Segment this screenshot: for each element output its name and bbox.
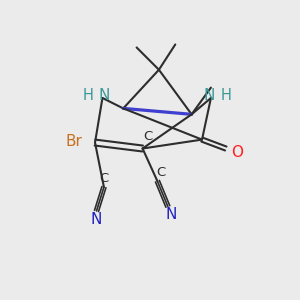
Text: N: N [91, 212, 102, 227]
Text: Br: Br [65, 134, 82, 148]
Text: O: O [231, 145, 243, 160]
Text: H: H [82, 88, 93, 104]
Text: H: H [220, 88, 231, 104]
Text: C: C [143, 130, 152, 142]
Text: C: C [99, 172, 109, 185]
Text: N: N [204, 88, 215, 104]
Text: N: N [98, 88, 110, 104]
Text: C: C [156, 167, 165, 179]
Text: N: N [165, 207, 176, 222]
